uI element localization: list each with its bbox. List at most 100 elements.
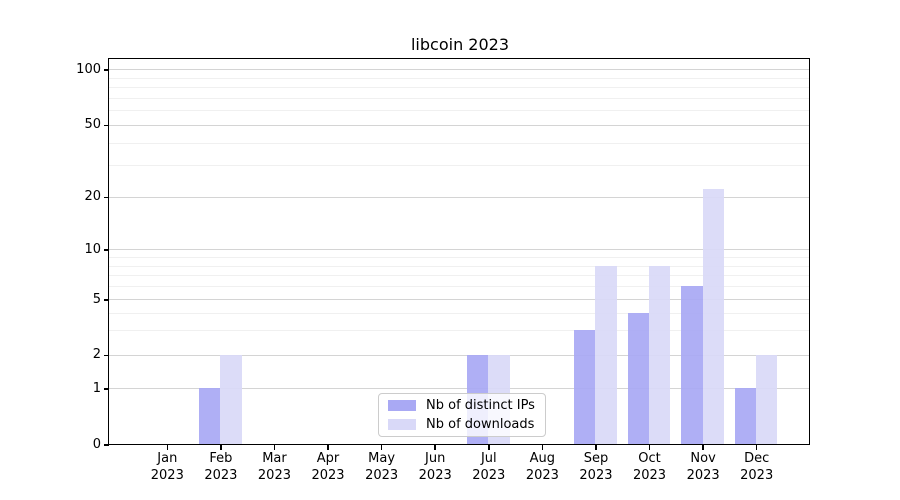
- major-gridline: [109, 125, 810, 127]
- plot-area: [108, 58, 811, 446]
- legend-item-distinct-ips: Nb of distinct IPs: [388, 398, 536, 413]
- y-tick-mark: [103, 69, 109, 71]
- y-tick-label: 10: [84, 241, 101, 257]
- legend-item-downloads: Nb of downloads: [388, 417, 536, 432]
- x-tick-year: 2023: [204, 467, 238, 483]
- bar-distinct-ips-dec: [734, 388, 757, 445]
- bar-downloads-nov: [702, 189, 724, 445]
- x-tick-mark: [595, 445, 597, 450]
- minor-gridline: [109, 98, 810, 100]
- x-tick-year: 2023: [311, 467, 345, 483]
- y-tick-mark: [103, 124, 109, 127]
- x-tick-month: Mar: [262, 451, 287, 466]
- legend: Nb of distinct IPs Nb of downloads: [378, 393, 546, 437]
- major-gridline: [109, 249, 810, 251]
- x-tick-label: May 2023: [351, 451, 413, 485]
- x-tick-mark: [648, 445, 651, 450]
- minor-gridline: [109, 265, 810, 267]
- bar-distinct-ips-nov: [681, 286, 703, 445]
- y-tick-label: 5: [92, 291, 101, 307]
- x-tick-mark: [380, 445, 383, 450]
- x-tick-label: Jan 2023: [136, 451, 198, 485]
- y-tick-mark: [103, 444, 109, 446]
- minor-gridline: [109, 110, 810, 112]
- x-tick-label: Jul 2023: [458, 451, 520, 485]
- major-gridline: [109, 299, 810, 301]
- y-tick-label: 1: [92, 380, 101, 396]
- bar-downloads-feb: [220, 354, 242, 445]
- x-tick-month: Oct: [638, 451, 661, 466]
- x-tick-month: Jun: [425, 451, 446, 466]
- x-tick-year: 2023: [525, 467, 559, 483]
- y-tick-label: 2: [92, 347, 101, 362]
- y-tick-mark: [103, 299, 109, 301]
- bar-downloads-sep: [595, 265, 617, 445]
- x-tick-year: 2023: [740, 467, 774, 483]
- x-tick-mark: [166, 445, 169, 450]
- x-tick-mark: [434, 445, 436, 450]
- x-tick-month: Dec: [744, 451, 770, 466]
- x-tick-month: Jul: [480, 451, 497, 466]
- legend-swatch-distinct-ips: [388, 400, 416, 411]
- major-gridline: [109, 388, 810, 390]
- legend-label-downloads: Nb of downloads: [426, 417, 535, 432]
- major-gridline: [109, 354, 810, 356]
- x-tick-label: Aug 2023: [511, 451, 573, 485]
- y-tick-mark: [103, 388, 109, 390]
- x-tick-month: Feb: [209, 451, 233, 466]
- x-tick-month: May: [368, 451, 396, 466]
- x-tick-label: Oct 2023: [619, 451, 681, 485]
- x-tick-month: Jan: [157, 451, 178, 466]
- x-tick-label: Nov 2023: [672, 451, 734, 485]
- x-tick-label: Mar 2023: [243, 451, 305, 485]
- x-tick-year: 2023: [686, 467, 720, 483]
- legend-swatch-downloads: [388, 419, 416, 430]
- x-tick-year: 2023: [472, 467, 506, 483]
- y-tick-label: 50: [84, 117, 101, 133]
- y-tick-mark: [103, 249, 109, 251]
- chart-title: libcoin 2023: [410, 35, 510, 54]
- x-tick-year: 2023: [632, 467, 667, 483]
- bar-distinct-ips-feb: [198, 388, 221, 445]
- x-tick-label: Jun 2023: [404, 451, 466, 485]
- x-tick-mark: [487, 445, 490, 450]
- minor-gridline: [109, 165, 810, 167]
- bar-downloads-oct: [648, 265, 671, 445]
- x-tick-month: Apr: [316, 451, 340, 466]
- x-tick-year: 2023: [365, 467, 399, 483]
- minor-gridline: [109, 87, 810, 89]
- x-tick-label: Apr 2023: [297, 451, 359, 485]
- x-tick-mark: [541, 445, 544, 450]
- major-gridline: [109, 69, 810, 71]
- major-gridline: [109, 196, 810, 198]
- x-tick-year: 2023: [257, 467, 291, 483]
- bar-downloads-dec: [756, 354, 778, 445]
- y-tick-mark: [103, 354, 109, 357]
- x-tick-label: Dec 2023: [726, 451, 788, 485]
- minor-gridline: [109, 275, 810, 277]
- x-tick-label: Sep 2023: [565, 451, 627, 485]
- x-tick-mark: [702, 445, 704, 450]
- x-tick-year: 2023: [418, 467, 452, 483]
- y-tick-label: 100: [76, 61, 101, 77]
- x-tick-mark: [273, 445, 276, 450]
- x-tick-month: Aug: [529, 451, 556, 466]
- x-tick-mark: [755, 445, 758, 450]
- bar-distinct-ips-sep: [573, 330, 596, 445]
- minor-gridline: [109, 330, 810, 332]
- x-tick-month: Nov: [690, 451, 716, 466]
- y-tick-label: 20: [84, 189, 101, 204]
- x-tick-mark: [327, 445, 329, 450]
- y-tick-label: 0: [92, 436, 101, 452]
- minor-gridline: [109, 286, 810, 288]
- minor-gridline: [109, 142, 810, 144]
- x-tick-mark: [220, 445, 222, 450]
- x-tick-year: 2023: [579, 467, 613, 483]
- x-tick-year: 2023: [150, 467, 184, 483]
- bar-distinct-ips-oct: [627, 312, 649, 445]
- minor-gridline: [109, 312, 810, 314]
- minor-gridline: [109, 77, 810, 79]
- y-tick-mark: [103, 196, 109, 199]
- legend-label-distinct-ips: Nb of distinct IPs: [426, 398, 535, 413]
